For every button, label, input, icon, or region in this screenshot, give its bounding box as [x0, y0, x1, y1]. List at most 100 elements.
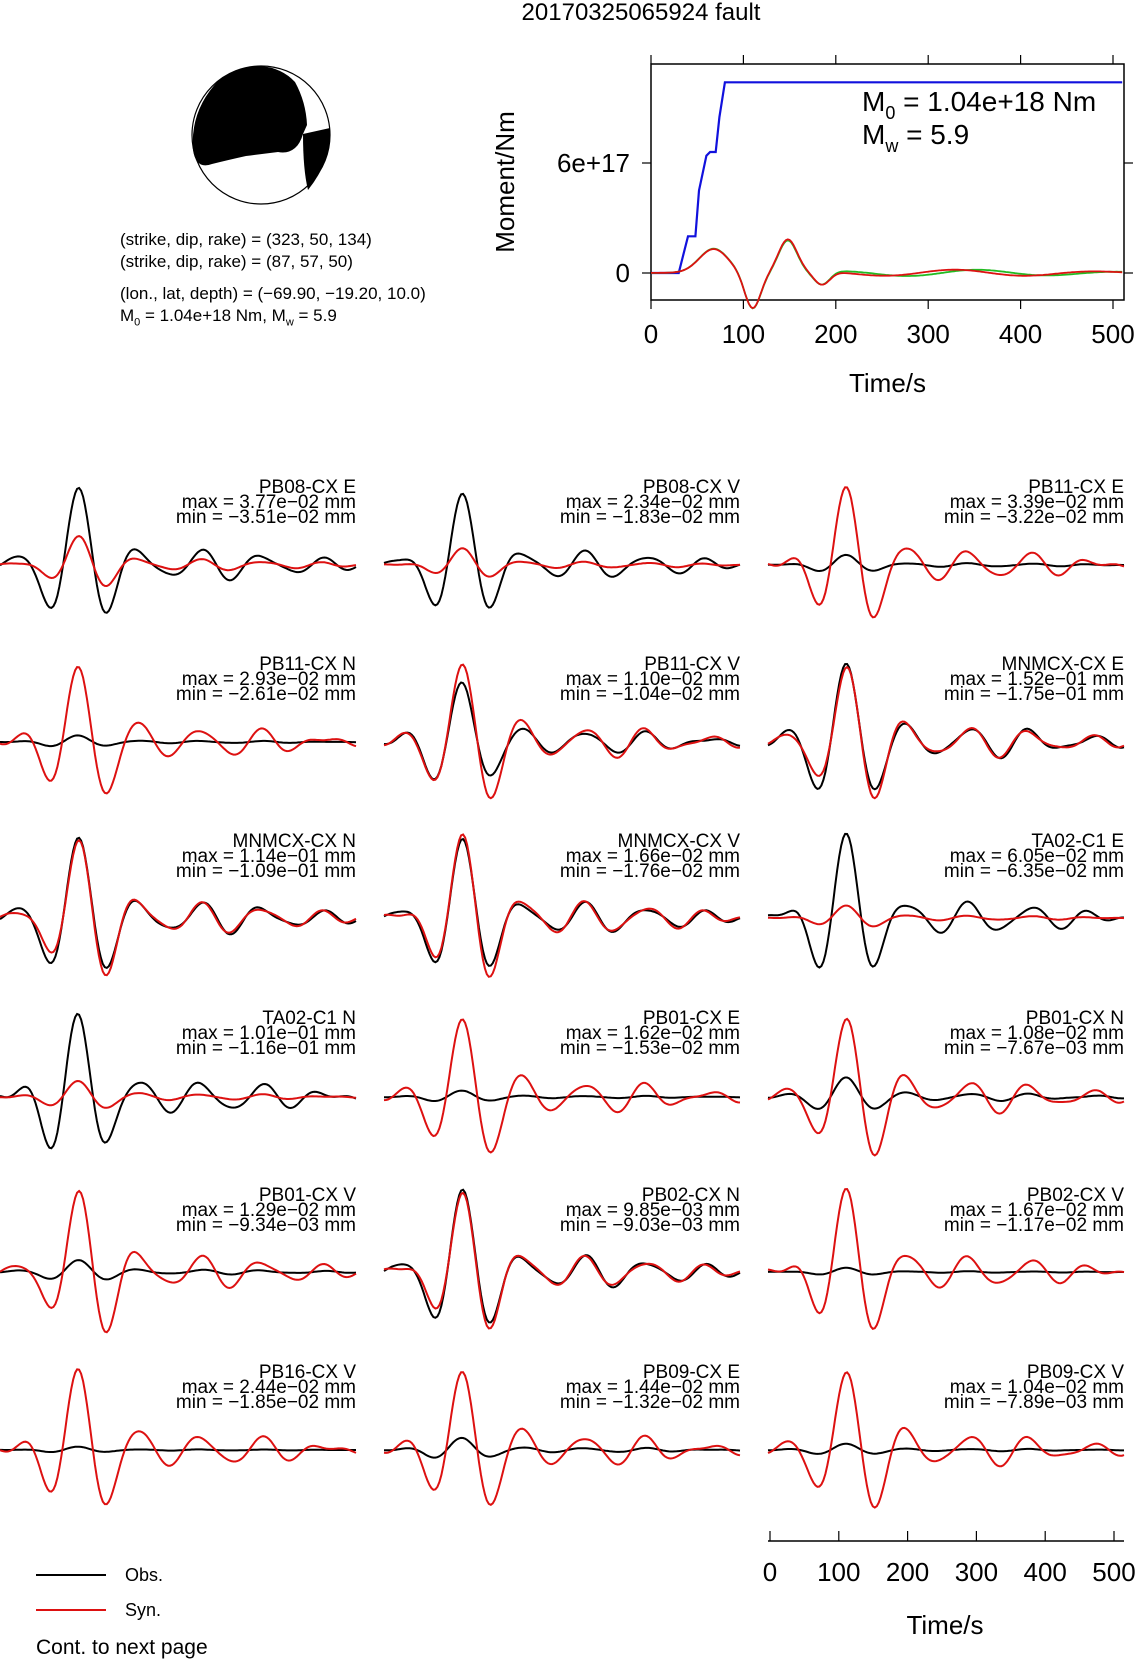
station-max: max = 3.77e−02 mm: [182, 492, 356, 513]
station-min: min = −1.75e−01 mm: [944, 684, 1124, 705]
synthetic-trace: [383, 1191, 741, 1330]
moment-rate-red: [651, 238, 1123, 310]
station-max: max = 1.66e−02 mm: [566, 846, 740, 867]
station-max: max = 2.93e−02 mm: [182, 669, 356, 690]
waveform-xtick-label: 400: [1024, 1557, 1067, 1587]
synthetic-trace: [767, 665, 1125, 800]
station-max: max = 1.67e−02 mm: [950, 1200, 1124, 1221]
synthetic-trace: [0, 1368, 357, 1506]
station-label: PB11-CX E: [1028, 477, 1124, 498]
station-label: TA02-C1 E: [1031, 831, 1124, 852]
station-min: min = −1.83e−02 mm: [560, 507, 740, 528]
station-max: max = 1.04e−02 mm: [950, 1377, 1124, 1398]
station-label: PB11-CX N: [259, 654, 356, 675]
moment-ytick-label: 0: [616, 258, 630, 288]
observed-trace: [383, 492, 741, 609]
station-max: max = 1.10e−02 mm: [566, 669, 740, 690]
moment-xlabel: Time/s: [849, 368, 926, 398]
station-label: PB08-CX E: [259, 477, 356, 498]
synthetic-trace: [383, 663, 741, 800]
mechanism-line-2: (strike, dip, rake) = (87, 57, 50): [120, 252, 353, 271]
observed-trace: [768, 553, 1124, 573]
station-max: max = 1.08e−02 mm: [950, 1023, 1124, 1044]
station-min: min = −3.51e−02 mm: [176, 507, 356, 528]
moment-plot-frame: [650, 63, 1125, 301]
station-max: max = 2.44e−02 mm: [182, 1377, 356, 1398]
observed-trace: [384, 1089, 741, 1102]
observed-trace: [0, 1259, 357, 1281]
station-min: min = −6.35e−02 mm: [944, 861, 1124, 882]
moment-rate-panel: 0 100 200 300 400 500 0 6e+17 Time/s Moment/Nm M0 …: [490, 55, 1135, 398]
moment-annotation-mw: Mw = 5.9: [862, 119, 969, 156]
waveform-time-axis: 0 100 200 300 400 500 Time/s: [763, 1531, 1136, 1640]
station-max: max = 1.29e−02 mm: [182, 1200, 356, 1221]
station-label: TA02-C1 N: [262, 1008, 356, 1029]
station-min: min = −7.67e−03 mm: [944, 1038, 1124, 1059]
synthetic-trace: [0, 535, 357, 588]
station-label: PB09-CX E: [643, 1362, 740, 1383]
station-label: PB01-CX N: [1026, 1008, 1124, 1029]
station-min: min = −2.61e−02 mm: [176, 684, 356, 705]
station-max: max = 1.01e−01 mm: [182, 1023, 356, 1044]
station-min: min = −1.32e−02 mm: [560, 1392, 740, 1413]
waveform-xtick-label: 200: [886, 1557, 929, 1587]
station-label: MNMCX-CX E: [1002, 654, 1124, 675]
station-min: min = −9.34e−03 mm: [176, 1215, 356, 1236]
magnitude-line: M0 = 1.04e+18 Nm, Mw = 5.9: [120, 306, 337, 329]
station-max: max = 1.14e−01 mm: [182, 846, 356, 867]
moment-xtick-label: 100: [722, 319, 765, 349]
station-max: max = 1.44e−02 mm: [566, 1377, 740, 1398]
synthetic-trace: [383, 1371, 741, 1506]
moment-curve: [651, 81, 1123, 275]
location-line: (lon., lat, depth) = (−69.90, −19.20, 10…: [120, 284, 426, 303]
station-min: min = −9.03e−03 mm: [560, 1215, 740, 1236]
station-label: PB09-CX V: [1027, 1362, 1124, 1383]
station-max: max = 3.39e−02 mm: [950, 492, 1124, 513]
synthetic-trace: [767, 486, 1125, 619]
moment-xtick-label: 400: [999, 319, 1042, 349]
moment-ylabel: Moment/Nm: [490, 111, 520, 253]
waveform-xlabel: Time/s: [906, 1610, 983, 1640]
continuation-note: Cont. to next page: [36, 1636, 208, 1659]
synthetic-trace: [0, 838, 357, 977]
legend: Obs. Syn.: [36, 1565, 163, 1620]
station-min: min = −1.85e−02 mm: [176, 1392, 356, 1413]
waveform-xtick-label: 100: [817, 1557, 860, 1587]
synthetic-trace: [383, 1018, 741, 1154]
waveform-xtick-label: 500: [1092, 1557, 1135, 1587]
station-label: PB02-CX V: [1027, 1185, 1124, 1206]
synthetic-trace: [0, 666, 357, 795]
station-min: min = −1.76e−02 mm: [560, 861, 740, 882]
observed-trace: [384, 1436, 741, 1459]
station-label: MNMCX-CX N: [233, 831, 357, 852]
moment-xtick-label: 0: [644, 319, 658, 349]
synthetic-trace: [384, 547, 740, 578]
station-min: min = −1.04e−02 mm: [560, 684, 740, 705]
observed-trace: [767, 1442, 1124, 1455]
observed-trace: [767, 1076, 1124, 1110]
station-max: max = 1.62e−02 mm: [566, 1023, 740, 1044]
synthetic-trace: [0, 1079, 357, 1109]
moment-ytick-label: 6e+17: [557, 148, 630, 178]
station-label: PB01-CX V: [259, 1185, 356, 1206]
legend-syn-label: Syn.: [125, 1600, 161, 1620]
observed-trace: [767, 832, 1124, 969]
moment-annotation-m0: M0 = 1.04e+18 Nm: [862, 86, 1096, 123]
moment-xtick-label: 500: [1091, 319, 1134, 349]
observed-trace: [0, 486, 357, 614]
station-min: min = −1.17e−02 mm: [944, 1215, 1124, 1236]
station-label: PB11-CX V: [644, 654, 740, 675]
synthetic-trace: [767, 1017, 1125, 1157]
